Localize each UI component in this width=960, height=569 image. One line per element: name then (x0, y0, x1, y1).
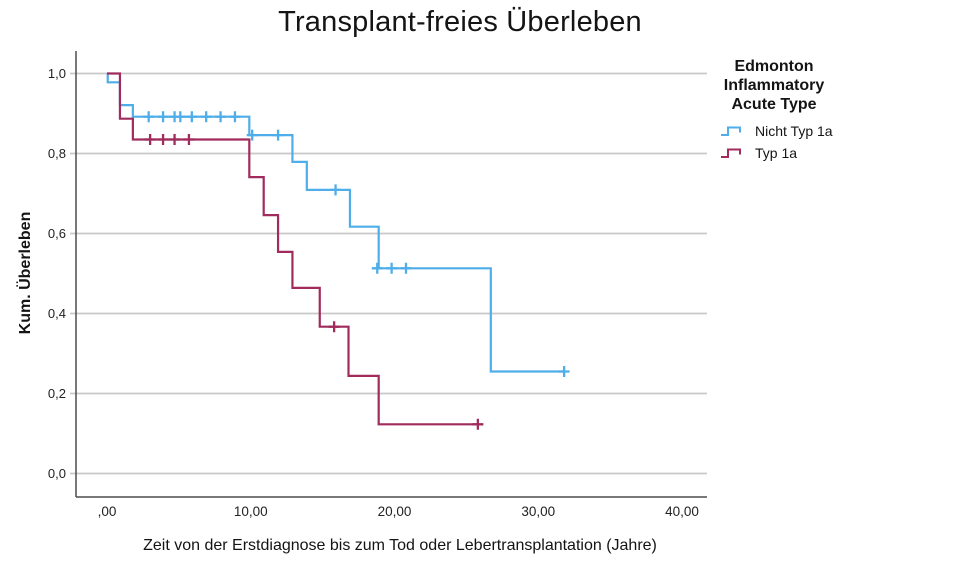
legend: Edmonton Inflammatory Acute Type Nicht T… (708, 57, 840, 167)
legend-label: Nicht Typ 1a (755, 123, 833, 139)
y-tick-label: 0,6 (48, 226, 66, 241)
y-tick-label: 0,4 (48, 306, 66, 321)
legend-item-typ-1a: Typ 1a (720, 145, 840, 161)
y-tick-label: 1,0 (48, 66, 66, 81)
legend-items: Nicht Typ 1a Typ 1a (708, 123, 840, 161)
x-tick-label: 40,00 (665, 504, 699, 519)
x-tick-label: 20,00 (378, 504, 412, 519)
censor-marks-nicht-typ-1a (143, 111, 570, 377)
legend-label: Typ 1a (755, 145, 798, 161)
chart-title: Transplant-freies Überleben (278, 6, 642, 38)
censor-marks-typ-1a (144, 134, 484, 430)
step-line-icon (721, 148, 741, 158)
legend-title: Edmonton Inflammatory Acute Type (723, 58, 825, 113)
survival-curve-typ-1a (107, 72, 478, 426)
y-tick-label: 0,8 (48, 146, 66, 161)
step-line-icon (721, 126, 741, 136)
x-tick-label: 30,00 (521, 504, 555, 519)
y-tick-label: 0,2 (48, 386, 66, 401)
x-axis-title: Zeit von der Erstdiagnose bis zum Tod od… (143, 537, 657, 554)
legend-item-nicht-typ-1a: Nicht Typ 1a (720, 123, 840, 139)
y-tick-label: 0,0 (48, 466, 66, 481)
x-tick-label: 10,00 (234, 504, 268, 519)
x-tick-label: ,00 (98, 504, 117, 519)
